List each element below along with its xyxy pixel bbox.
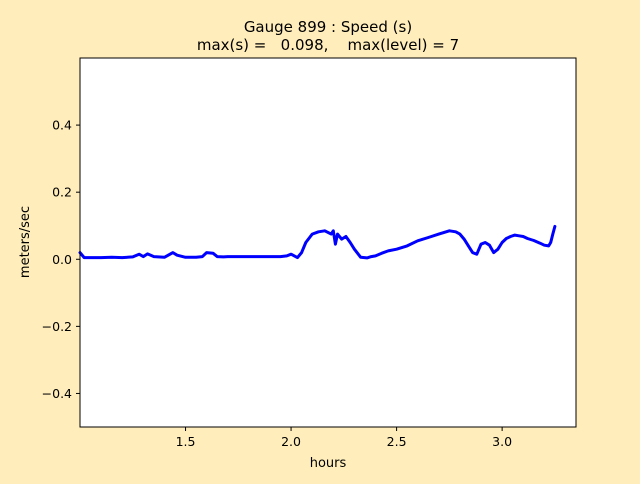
y-axis-ticks: −0.4 −0.2 0.0 0.2 0.4 [42, 118, 80, 401]
y-tick-label: 0.2 [52, 185, 72, 200]
y-tick-label: −0.2 [42, 319, 72, 334]
x-tick-label: 2.0 [281, 434, 301, 449]
speed-series-line [78, 224, 557, 260]
y-tick-label: 0.0 [52, 252, 72, 267]
series-layer [78, 224, 557, 260]
x-tick-label: 3.0 [492, 434, 512, 449]
chart-title-line1: Gauge 899 : Speed (s) [244, 18, 412, 36]
y-tick-label: 0.4 [52, 118, 72, 133]
y-axis-label: meters/sec [18, 206, 33, 278]
x-axis-ticks: 1.5 2.0 2.5 3.0 [176, 427, 512, 449]
y-tick-label: −0.4 [42, 386, 72, 401]
plot-frame [79, 57, 577, 428]
x-tick-label: 2.5 [387, 434, 407, 449]
x-axis-label: hours [310, 456, 347, 471]
chart-title-line2: max(s) = 0.098, max(level) = 7 [197, 36, 459, 54]
x-tick-label: 1.5 [176, 434, 196, 449]
plot-area [80, 58, 576, 427]
